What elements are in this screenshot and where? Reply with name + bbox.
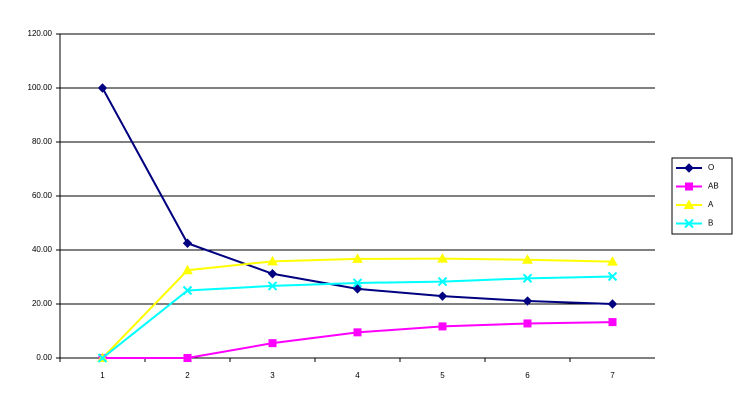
series-line: [102, 321, 613, 359]
y-tick-label: 120.00: [28, 29, 53, 38]
data-point: [522, 296, 533, 306]
y-tick-label: 20.00: [32, 299, 53, 308]
data-point: [97, 83, 108, 93]
legend-label: AB: [708, 182, 719, 191]
data-point: [607, 271, 618, 282]
data-point: [437, 276, 448, 287]
legend-label: A: [708, 200, 714, 209]
data-point: [522, 254, 533, 264]
legend-marker: [684, 218, 694, 229]
series-line: [101, 257, 613, 359]
data-point: [183, 354, 192, 362]
legend-marker: [684, 163, 694, 173]
legend-label: B: [708, 219, 713, 228]
y-tick-label: 100.00: [28, 83, 53, 92]
x-tick-label: 3: [270, 371, 275, 380]
data-point: [182, 285, 193, 296]
data-point: [607, 256, 618, 266]
legend-marker: [683, 199, 695, 209]
data-point: [353, 328, 362, 337]
data-point: [607, 299, 618, 309]
y-tick-label: 0.00: [36, 353, 52, 362]
x-tick-label: 1: [100, 371, 105, 380]
data-point: [268, 339, 277, 348]
legend-box: [671, 157, 733, 235]
x-tick-label: 2: [185, 371, 190, 380]
legend-label: O: [708, 163, 714, 172]
data-point: [437, 291, 448, 301]
data-point: [267, 255, 278, 266]
data-point: [523, 319, 532, 328]
data-point: [352, 284, 363, 294]
data-point: [437, 253, 448, 263]
x-tick-label: 6: [525, 371, 530, 380]
y-tick-label: 80.00: [32, 137, 53, 146]
legend-marker: [685, 182, 693, 191]
y-tick-label: 60.00: [32, 191, 53, 200]
data-point: [182, 264, 193, 275]
data-point: [182, 238, 193, 248]
x-tick-label: 4: [355, 371, 360, 380]
x-tick-label: 5: [440, 371, 445, 380]
y-tick-label: 40.00: [32, 245, 53, 254]
data-point: [438, 322, 447, 331]
data-point: [352, 278, 363, 288]
data-point: [97, 353, 108, 363]
data-point: [522, 273, 533, 284]
data-point: [267, 269, 278, 279]
data-point: [267, 281, 278, 291]
data-point: [352, 253, 363, 263]
data-point: [608, 318, 617, 327]
x-tick-label: 7: [610, 371, 615, 380]
